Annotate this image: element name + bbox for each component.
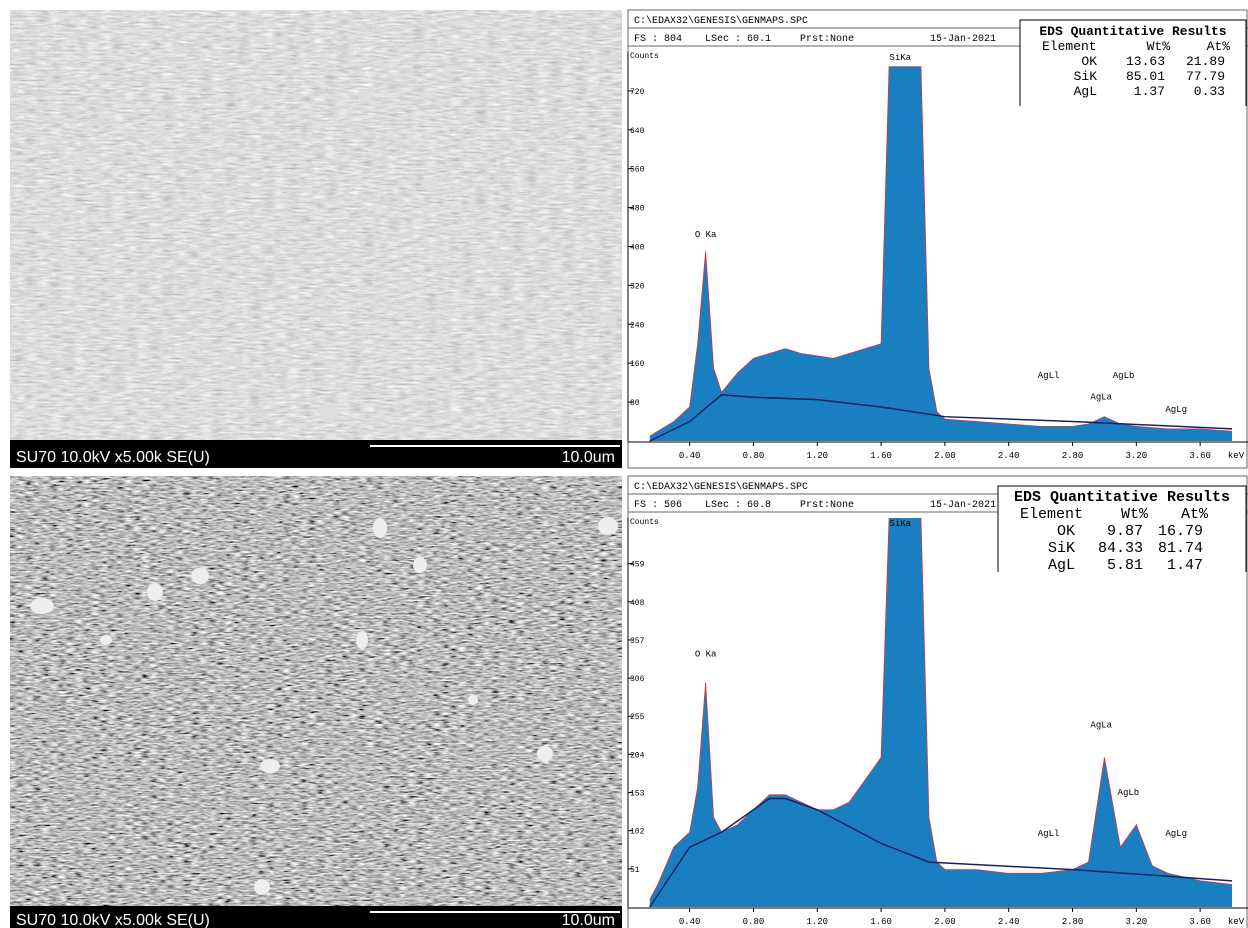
header-date: 15-Jan-2021 — [930, 500, 996, 511]
sem-caption: SU70 10.0kV x5.00k SE(U) — [16, 912, 210, 928]
results-cell: AgL — [1074, 84, 1097, 99]
peak-label: SiKa — [889, 53, 911, 63]
results-cell: 21.89 — [1186, 54, 1225, 69]
x-tick-label: 3.20 — [1126, 451, 1148, 461]
peak-label: AgLa — [1090, 720, 1112, 730]
figure: SU70 10.0kV x5.00k SE(U) 10.0um SU70 10.… — [0, 0, 1248, 928]
x-tick-label: 2.00 — [934, 917, 956, 927]
peak-label: O Ka — [695, 649, 717, 659]
results-cell: AgL — [1048, 557, 1075, 574]
results-header: Element — [1020, 506, 1083, 523]
sem-image-top — [10, 10, 622, 468]
y-tick-label: 51 — [630, 866, 640, 875]
y-tick-label: 480 — [630, 205, 645, 214]
y-tick-label: 720 — [630, 88, 645, 97]
y-axis-label: Counts — [630, 518, 659, 527]
header-fs: FS : 506 — [634, 500, 682, 511]
sem-image-bottom — [10, 476, 622, 928]
y-tick-label: 160 — [630, 360, 645, 369]
results-cell: OK — [1057, 523, 1075, 540]
peak-label: AgLb — [1113, 371, 1135, 381]
header-lsec: LSec : 60.1 — [705, 34, 771, 45]
peak-label: AgLg — [1165, 829, 1187, 839]
header-preset: Prst:None — [800, 34, 854, 45]
results-cell: 77.79 — [1186, 69, 1225, 84]
y-tick-label: 102 — [630, 828, 645, 837]
header-date: 15-Jan-2021 — [930, 34, 996, 45]
x-tick-label: 2.80 — [1062, 451, 1084, 461]
results-cell: 5.81 — [1107, 557, 1143, 574]
y-tick-label: 400 — [630, 244, 645, 253]
results-title: EDS Quantitative Results — [1039, 24, 1226, 39]
peak-label: AgLa — [1090, 393, 1112, 403]
peak-label: AgLb — [1118, 788, 1140, 798]
y-tick-label: 255 — [630, 713, 645, 722]
x-tick-label: 0.40 — [679, 451, 701, 461]
peak-label: AgLl — [1038, 371, 1060, 381]
results-cell: OK — [1081, 54, 1097, 69]
x-tick-label: 2.80 — [1062, 917, 1084, 927]
header-fs: FS : 804 — [634, 34, 682, 45]
x-tick-label: 0.80 — [743, 451, 765, 461]
sem-caption: SU70 10.0kV x5.00k SE(U) — [16, 449, 210, 466]
results-cell: 85.01 — [1126, 69, 1165, 84]
file-path: C:\EDAX32\GENESIS\GENMAPS.SPC — [634, 481, 808, 493]
x-tick-label: 0.40 — [679, 917, 701, 927]
header-lsec: LSec : 60.8 — [705, 500, 771, 511]
results-header: At% — [1207, 39, 1231, 54]
results-header: At% — [1181, 506, 1209, 523]
y-tick-label: 204 — [630, 751, 645, 760]
results-cell: 16.79 — [1158, 523, 1203, 540]
results-cell: SiK — [1074, 69, 1098, 84]
results-cell: 13.63 — [1126, 54, 1165, 69]
peak-label: AgLg — [1165, 405, 1187, 415]
y-axis-label: Counts — [630, 52, 659, 61]
results-header: Wt% — [1147, 39, 1171, 54]
x-tick-label: 1.20 — [806, 917, 828, 927]
sem-scale: 10.0um — [562, 912, 615, 928]
y-tick-label: 320 — [630, 282, 645, 291]
results-cell: 1.37 — [1134, 84, 1165, 99]
sem-scale: 10.0um — [562, 449, 615, 466]
results-cell: 9.87 — [1107, 523, 1143, 540]
x-tick-label: 2.40 — [998, 917, 1020, 927]
peak-label: O Ka — [695, 230, 717, 240]
results-cell: SiK — [1048, 540, 1075, 557]
y-tick-label: 357 — [630, 637, 645, 646]
y-tick-label: 459 — [630, 561, 645, 570]
y-tick-label: 80 — [630, 399, 640, 408]
results-cell: 0.33 — [1194, 84, 1225, 99]
x-tick-label: 3.60 — [1189, 451, 1211, 461]
page: SU70 10.0kV x5.00k SE(U) 10.0um SU70 10.… — [0, 0, 1248, 928]
header-preset: Prst:None — [800, 500, 854, 511]
x-tick-label: 2.00 — [934, 451, 956, 461]
results-header: Element — [1042, 39, 1097, 54]
x-tick-label: 1.20 — [806, 451, 828, 461]
x-tick-label: 3.60 — [1189, 917, 1211, 927]
y-tick-label: 408 — [630, 599, 645, 608]
x-tick-label: 2.40 — [998, 451, 1020, 461]
x-axis-label: keV — [1228, 451, 1245, 461]
x-tick-label: 1.60 — [870, 451, 892, 461]
y-tick-label: 153 — [630, 790, 645, 799]
peak-label: AgLl — [1038, 829, 1060, 839]
x-axis-label: keV — [1228, 917, 1245, 927]
results-cell: 1.47 — [1167, 557, 1203, 574]
x-tick-label: 3.20 — [1126, 917, 1148, 927]
file-path: C:\EDAX32\GENESIS\GENMAPS.SPC — [634, 15, 808, 27]
y-tick-label: 306 — [630, 675, 645, 684]
results-cell: 81.74 — [1158, 540, 1203, 557]
y-tick-label: 640 — [630, 127, 645, 136]
peak-label: SiKa — [889, 519, 911, 529]
results-header: Wt% — [1121, 506, 1149, 523]
y-tick-label: 240 — [630, 321, 645, 330]
results-title: EDS Quantitative Results — [1014, 489, 1230, 506]
results-cell: 84.33 — [1098, 540, 1143, 557]
x-tick-label: 1.60 — [870, 917, 892, 927]
x-tick-label: 0.80 — [743, 917, 765, 927]
y-tick-label: 560 — [630, 166, 645, 175]
